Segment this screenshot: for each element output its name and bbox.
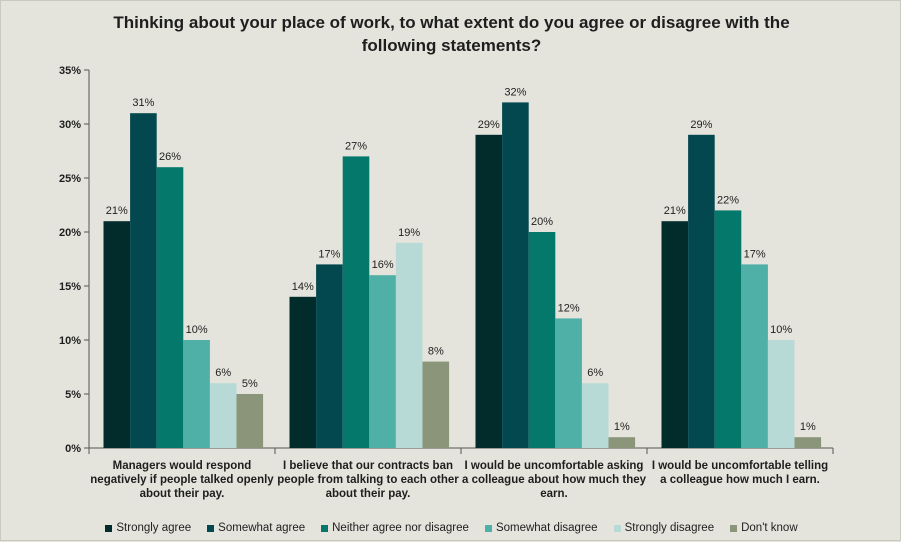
x-category-label: I believe that our contracts ban people f… [275,459,461,501]
chart-title-line-1: Thinking about your place of work, to wh… [113,13,790,32]
data-label: 17% [744,248,766,260]
bar [581,383,609,448]
x-category-label-line: about their pay. [325,488,411,500]
legend-swatch [484,524,492,532]
x-category-label-line: people from talking to each other [277,474,459,486]
bar [661,221,689,448]
y-tick-label: 25% [59,173,81,185]
bar [741,264,768,448]
bar [555,318,582,448]
bar [422,361,450,448]
legend-swatch [613,524,621,532]
data-label: 16% [372,259,394,271]
bar [794,437,822,448]
y-tick-label: 5% [65,389,81,401]
legend: Strongly agree Somewhat agree Neither agre… [1,522,901,534]
x-category-label-line: earn. [540,488,568,500]
data-label: 27% [345,140,367,152]
x-category-label: I would be uncomfortable asking a colleag… [461,459,647,501]
data-label: 12% [558,302,580,314]
bar [688,134,715,449]
data-label: 21% [664,205,686,217]
legend-swatch [730,524,738,532]
bar [316,264,343,448]
x-category-label-line: a colleague about how much they [461,474,647,486]
data-label: 17% [318,248,340,260]
legend-item: Strongly disagree [613,522,715,534]
legend-item: Somewhat disagree [484,522,598,534]
data-label: 14% [292,281,314,293]
legend-label: Somewhat agree [218,522,306,534]
x-category-label-line: I believe that our contracts ban [283,460,453,472]
bar [289,296,317,448]
legend-label: Somewhat disagree [495,522,598,534]
legend-label: Strongly disagree [624,522,715,534]
x-category-label-line: negatively if people talked openly [90,474,274,486]
x-category-label-line: Managers would respond [112,460,252,472]
data-label: 6% [587,367,603,379]
bar [209,383,237,448]
data-label: 26% [159,151,181,163]
y-tick-label: 35% [59,65,81,77]
x-category-label: I would be uncomfortable telling a collea… [647,459,833,487]
legend-item: Neither agree nor disagree [321,522,469,534]
bar [395,242,423,448]
bar [342,156,370,448]
x-category-label: Managers would respond negatively if peop… [89,459,275,501]
bar [475,134,503,449]
bar [103,221,131,448]
y-tick-label: 0% [65,443,81,455]
bar [369,275,396,448]
bar [130,113,157,448]
chart-title: Thinking about your place of work, to wh… [1,11,901,57]
legend-item: Somewhat agree [207,522,305,534]
data-label: 10% [770,324,792,336]
legend-swatch [105,524,113,532]
data-label: 21% [106,205,128,217]
y-tick-label: 20% [59,227,81,239]
data-label: 10% [186,324,208,336]
data-label: 1% [614,421,630,433]
data-label: 1% [800,421,816,433]
data-label: 19% [398,227,420,239]
bar [183,340,210,448]
legend-item: Don't know [730,522,798,534]
bar [236,394,264,448]
legend-label: Strongly agree [116,522,192,534]
data-label: 29% [690,119,712,131]
x-category-label-line: I would be uncomfortable telling [651,460,829,472]
data-label: 22% [717,194,739,206]
x-category-label-line: a colleague how much I earn. [660,474,820,486]
data-label: 32% [504,86,526,98]
data-label: 8% [428,346,444,358]
bar [528,232,556,448]
legend-label: Neither agree nor disagree [332,522,469,534]
data-label: 20% [531,216,553,228]
legend-swatch [207,524,215,532]
bar [156,167,184,448]
x-category-label-line: about their pay. [139,488,225,500]
legend-item: Strongly agree [105,522,191,534]
y-tick-label: 30% [59,119,81,131]
x-category-label-line: I would be uncomfortable asking [464,460,644,472]
data-label: 6% [215,367,231,379]
y-tick-label: 15% [59,281,81,293]
data-label: 29% [478,119,500,131]
bar [714,210,742,448]
legend-label: Don't know [741,522,798,534]
bar [608,437,636,448]
data-label: 31% [132,97,154,109]
y-tick-label: 10% [59,335,81,347]
bar [502,102,529,449]
chart-title-line-2: following statements? [361,36,542,55]
data-label: 5% [242,378,258,390]
legend-swatch [321,524,329,532]
bar [767,340,795,448]
